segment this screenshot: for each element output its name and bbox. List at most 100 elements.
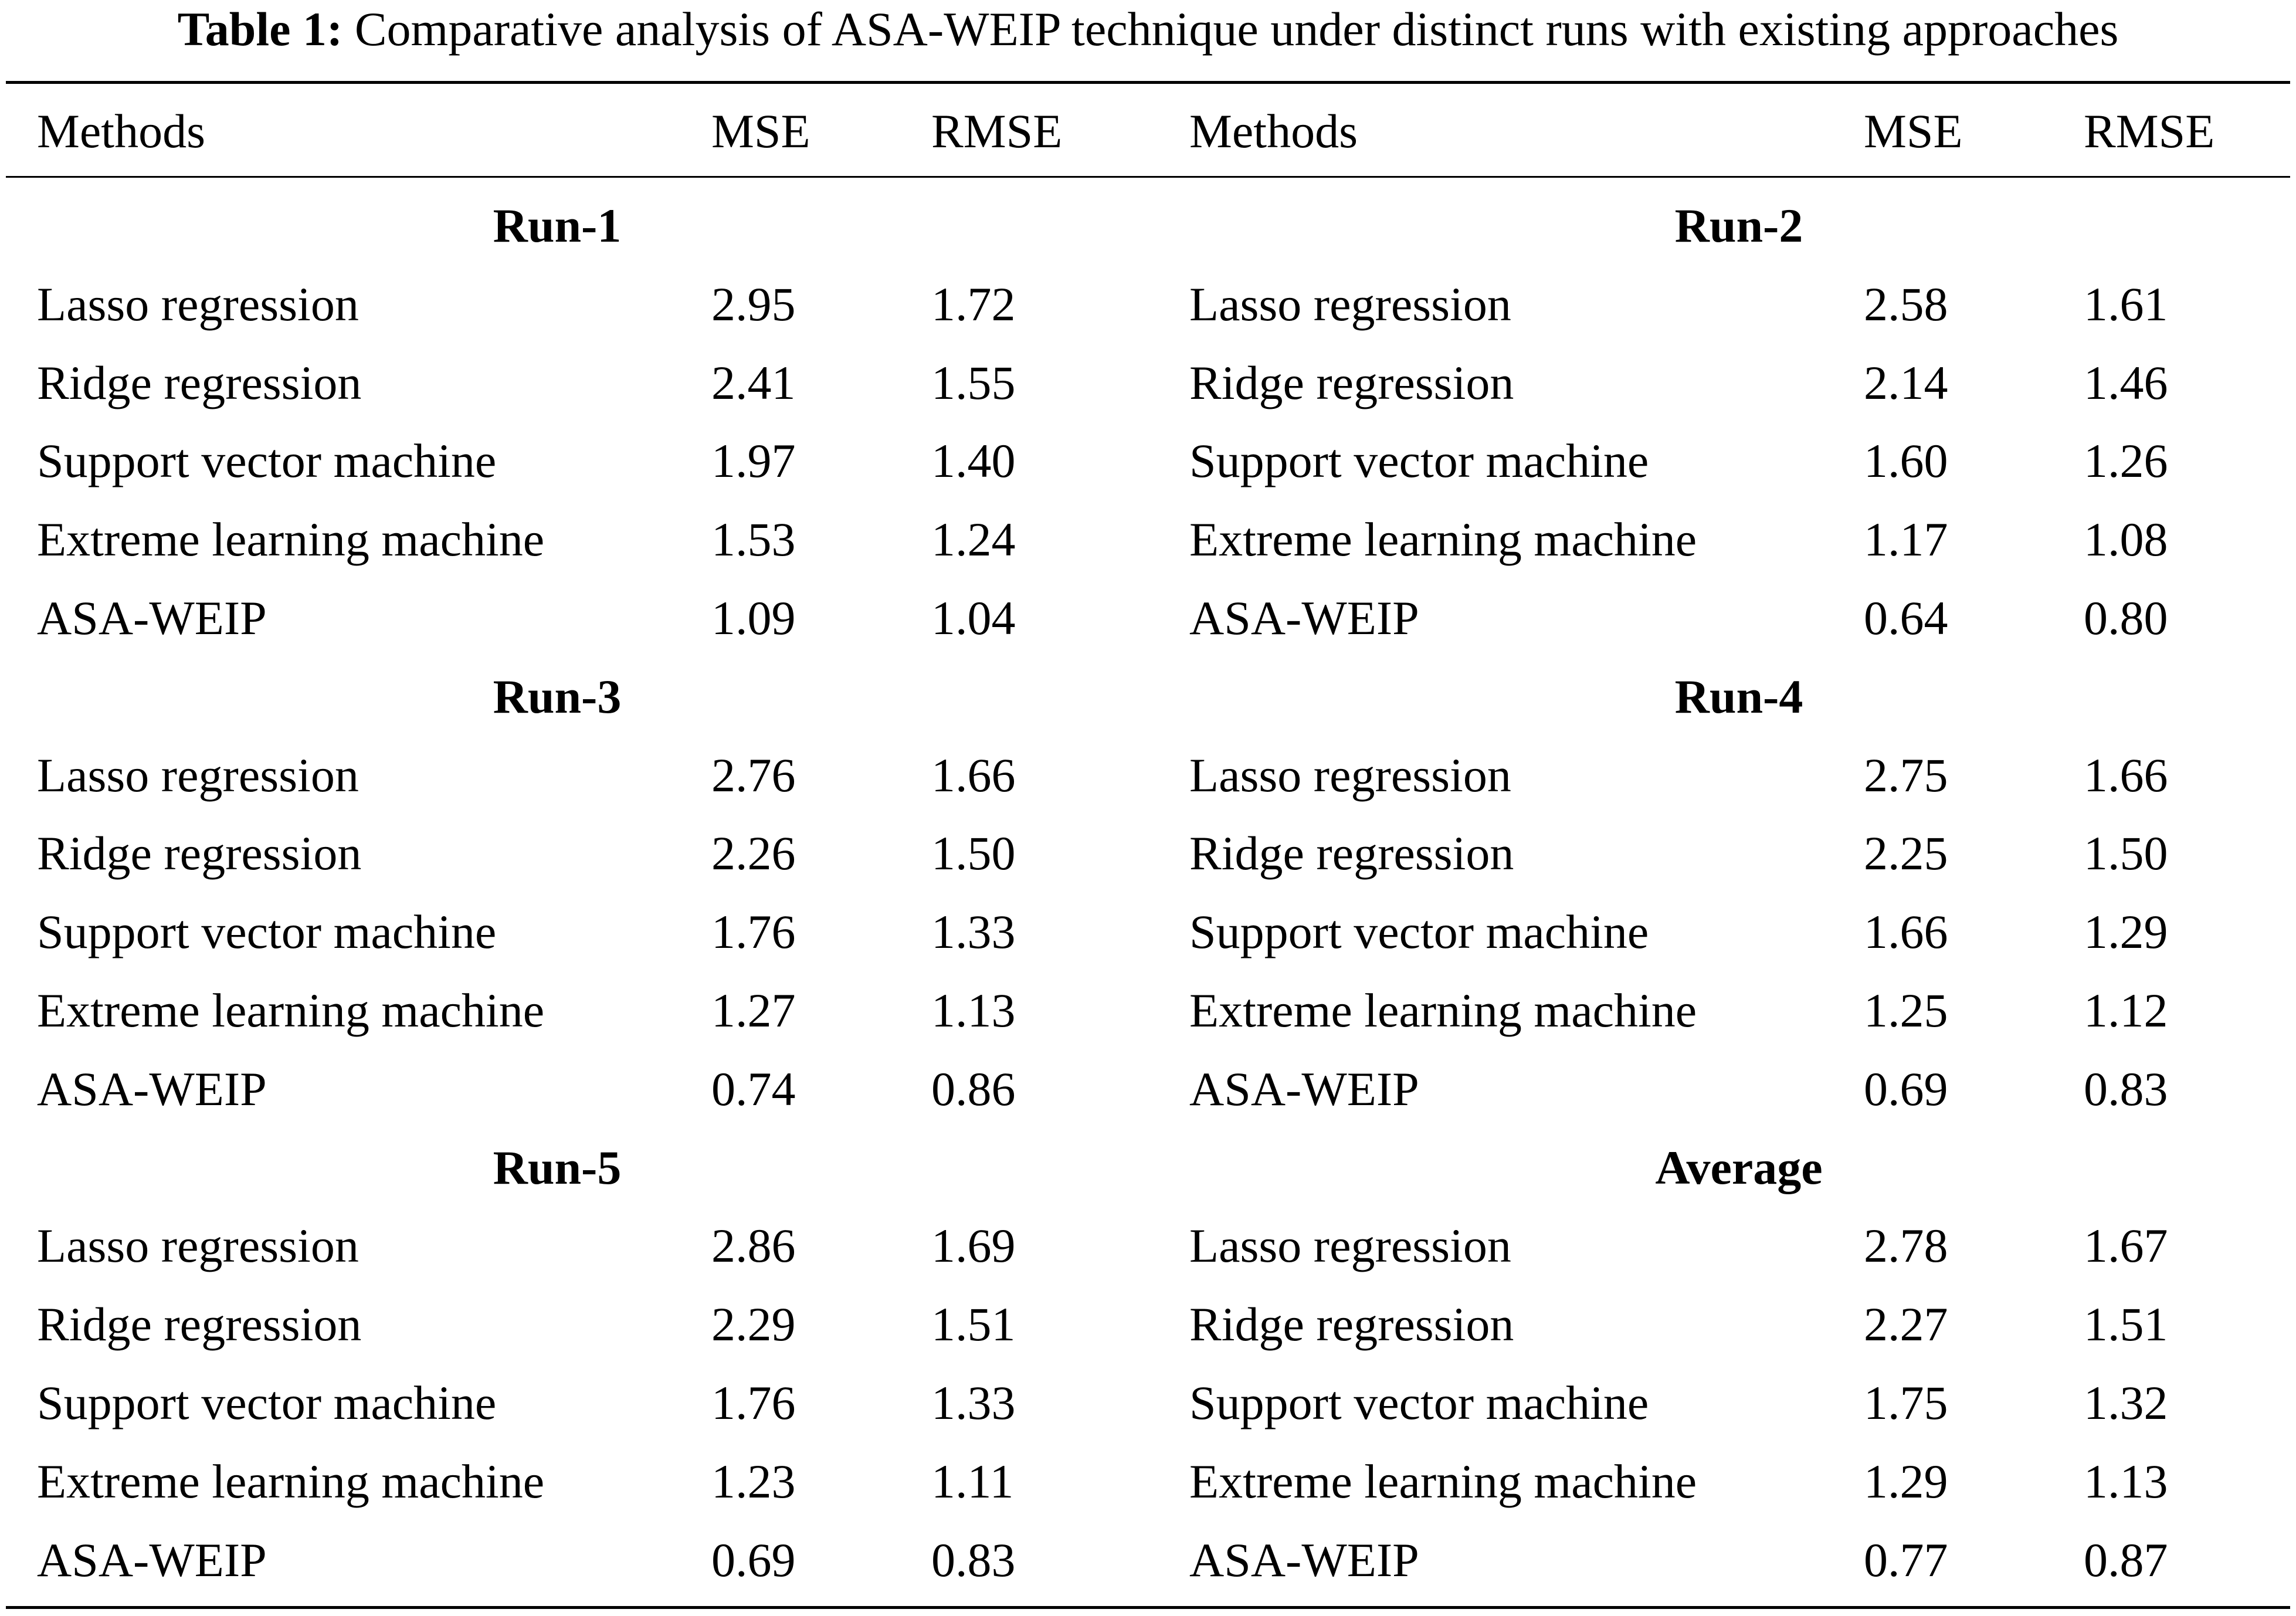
group-title-left: Run-1 [493,199,622,252]
mse-cell: 1.27 [711,984,796,1037]
method-cell: Extreme learning machine [37,1455,545,1508]
group-title-right: Run-4 [1674,669,1803,723]
method-cell: ASA-WEIP [1189,591,1419,645]
method-cell: Ridge regression [1189,826,1514,880]
method-cell: Support vector machine [37,1376,497,1429]
mse-cell: 1.09 [711,591,796,645]
method-cell: Lasso regression [37,1219,359,1272]
method-cell: ASA-WEIP [1189,1533,1419,1587]
group-title-left: Run-3 [493,669,622,723]
group-title-left: Run-5 [493,1140,622,1194]
mse-cell: 1.17 [1864,513,1948,566]
method-cell: Extreme learning machine [1189,984,1697,1037]
mse-cell: 1.76 [711,905,796,958]
table-caption-label: Table 1: [177,2,343,56]
rmse-cell: 1.50 [931,826,1016,880]
table-top-rule [6,81,2290,84]
header-methods-left: Methods [37,104,205,158]
mse-cell: 0.77 [1864,1533,1948,1587]
method-cell: Extreme learning machine [37,513,545,566]
table-caption-text: Comparative analysis of ASA-WEIP techniq… [354,2,2119,56]
method-cell: ASA-WEIP [1189,1062,1419,1116]
method-cell: ASA-WEIP [37,591,267,645]
rmse-cell: 1.72 [931,277,1016,331]
method-cell: Extreme learning machine [37,984,545,1037]
rmse-cell: 1.67 [2084,1219,2168,1272]
header-methods-right: Methods [1189,104,1358,158]
mse-cell: 0.64 [1864,591,1948,645]
mse-cell: 2.29 [711,1297,796,1351]
method-cell: Ridge regression [37,1297,362,1351]
mse-cell: 2.25 [1864,826,1948,880]
mse-cell: 2.41 [711,356,796,409]
method-cell: Lasso regression [37,277,359,331]
method-cell: Extreme learning machine [1189,513,1697,566]
rmse-cell: 1.33 [931,1376,1016,1429]
mse-cell: 2.27 [1864,1297,1948,1351]
method-cell: Lasso regression [1189,277,1511,331]
rmse-cell: 1.46 [2084,356,2168,409]
method-cell: ASA-WEIP [37,1533,267,1587]
group-title-right: Average [1655,1140,1823,1194]
mse-cell: 0.74 [711,1062,796,1116]
rmse-cell: 1.13 [931,984,1016,1037]
header-mse-right: MSE [1864,104,1963,158]
rmse-cell: 1.61 [2084,277,2168,331]
rmse-cell: 1.26 [2084,434,2168,487]
method-cell: Ridge regression [1189,356,1514,409]
rmse-cell: 1.12 [2084,984,2168,1037]
mse-cell: 2.14 [1864,356,1948,409]
rmse-cell: 1.50 [2084,826,2168,880]
mse-cell: 2.26 [711,826,796,880]
method-cell: Support vector machine [1189,1376,1649,1429]
table-bottom-rule [6,1606,2290,1609]
method-cell: Support vector machine [1189,905,1649,958]
rmse-cell: 0.80 [2084,591,2168,645]
method-cell: ASA-WEIP [37,1062,267,1116]
rmse-cell: 1.04 [931,591,1016,645]
mse-cell: 1.66 [1864,905,1948,958]
method-cell: Ridge regression [1189,1297,1514,1351]
rmse-cell: 1.66 [931,748,1016,802]
rmse-cell: 1.32 [2084,1376,2168,1429]
method-cell: Ridge regression [37,826,362,880]
method-cell: Ridge regression [37,356,362,409]
mse-cell: 2.76 [711,748,796,802]
table-caption: Table 1: Comparative analysis of ASA-WEI… [0,0,2296,65]
rmse-cell: 1.66 [2084,748,2168,802]
group-title-right: Run-2 [1674,199,1803,252]
mse-cell: 1.23 [711,1455,796,1508]
rmse-cell: 1.55 [931,356,1016,409]
mse-cell: 0.69 [1864,1062,1948,1116]
rmse-cell: 1.11 [931,1455,1014,1508]
mse-cell: 1.76 [711,1376,796,1429]
mse-cell: 1.75 [1864,1376,1948,1429]
mse-cell: 2.95 [711,277,796,331]
rmse-cell: 1.08 [2084,513,2168,566]
mse-cell: 1.97 [711,434,796,487]
mse-cell: 1.53 [711,513,796,566]
method-cell: Support vector machine [37,905,497,958]
rmse-cell: 0.83 [931,1533,1016,1587]
method-cell: Extreme learning machine [1189,1455,1697,1508]
method-cell: Lasso regression [1189,1219,1511,1272]
method-cell: Support vector machine [37,434,497,487]
method-cell: Lasso regression [1189,748,1511,802]
rmse-cell: 1.40 [931,434,1016,487]
mse-cell: 1.25 [1864,984,1948,1037]
header-mse-left: MSE [711,104,810,158]
rmse-cell: 1.24 [931,513,1016,566]
method-cell: Support vector machine [1189,434,1649,487]
table-header-rule [6,176,2290,178]
mse-cell: 2.78 [1864,1219,1948,1272]
mse-cell: 2.75 [1864,748,1948,802]
rmse-cell: 1.29 [2084,905,2168,958]
mse-cell: 1.29 [1864,1455,1948,1508]
mse-cell: 1.60 [1864,434,1948,487]
rmse-cell: 0.83 [2084,1062,2168,1116]
rmse-cell: 1.33 [931,905,1016,958]
rmse-cell: 1.69 [931,1219,1016,1272]
mse-cell: 2.58 [1864,277,1948,331]
method-cell: Lasso regression [37,748,359,802]
